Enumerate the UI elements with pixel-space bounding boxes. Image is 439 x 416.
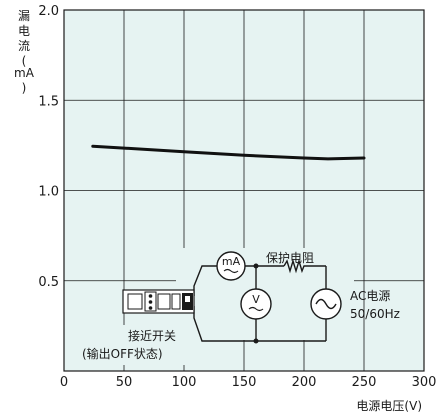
x-tick-label: 150 [232,375,257,390]
plot-border [63,9,425,372]
sensor-sublabel: (输出OFF状态) [82,346,163,361]
voltmeter-symbol: V [252,293,260,306]
voltmeter-icon: V [240,288,272,320]
source-label: AC电源 [350,289,390,303]
y-tick-label: 1.5 [38,94,59,109]
x-tick-label: 300 [412,375,437,390]
circuit-diagram: mA V 保护电阻 AC电源 50/60Hz [80,248,400,365]
y-tick-label: 0.5 [38,275,59,290]
ac-source-icon [310,288,342,320]
series-line [91,144,366,161]
x-tick-label: 100 [172,375,197,390]
resistor-label: 保护电阻 [266,251,314,265]
x-tick-label: 200 [292,375,317,390]
source-spec: 50/60Hz [350,307,400,321]
axis-labels: 电源电压(V)漏电流(mA) [14,9,422,413]
y-tick-label: 1.0 [38,185,59,200]
y-axis-label-char: 电 [18,24,30,38]
proximity-sensor-icon [122,289,195,314]
x-tick-label: 0 [60,375,68,390]
tick-labels: 0 50 100 150 200 250 300 0.5 1.0 1.5 2.0 [38,4,436,390]
y-axis-label-char: ( [22,54,27,68]
y-axis-label-char: ) [22,81,27,95]
y-axis-label-char: mA [14,66,35,80]
junction-dot-bottom [253,338,259,344]
y-axis-label-char: 漏 [18,9,30,23]
x-tick-label: 250 [352,375,377,390]
ammeter-icon: mA [216,251,246,281]
x-axis-label: 电源电压(V) [356,399,422,413]
x-tick-label: 50 [116,375,133,390]
sensor-label-backdrop [80,325,230,365]
junction-dot-top [253,263,259,269]
series-layer [91,144,366,161]
y-axis-label-char: 流 [18,39,30,53]
ammeter-symbol: mA [222,255,241,268]
resistor-icon [283,258,306,274]
sensor-label: 接近开关 [128,328,176,343]
y-tick-label: 2.0 [38,4,59,19]
